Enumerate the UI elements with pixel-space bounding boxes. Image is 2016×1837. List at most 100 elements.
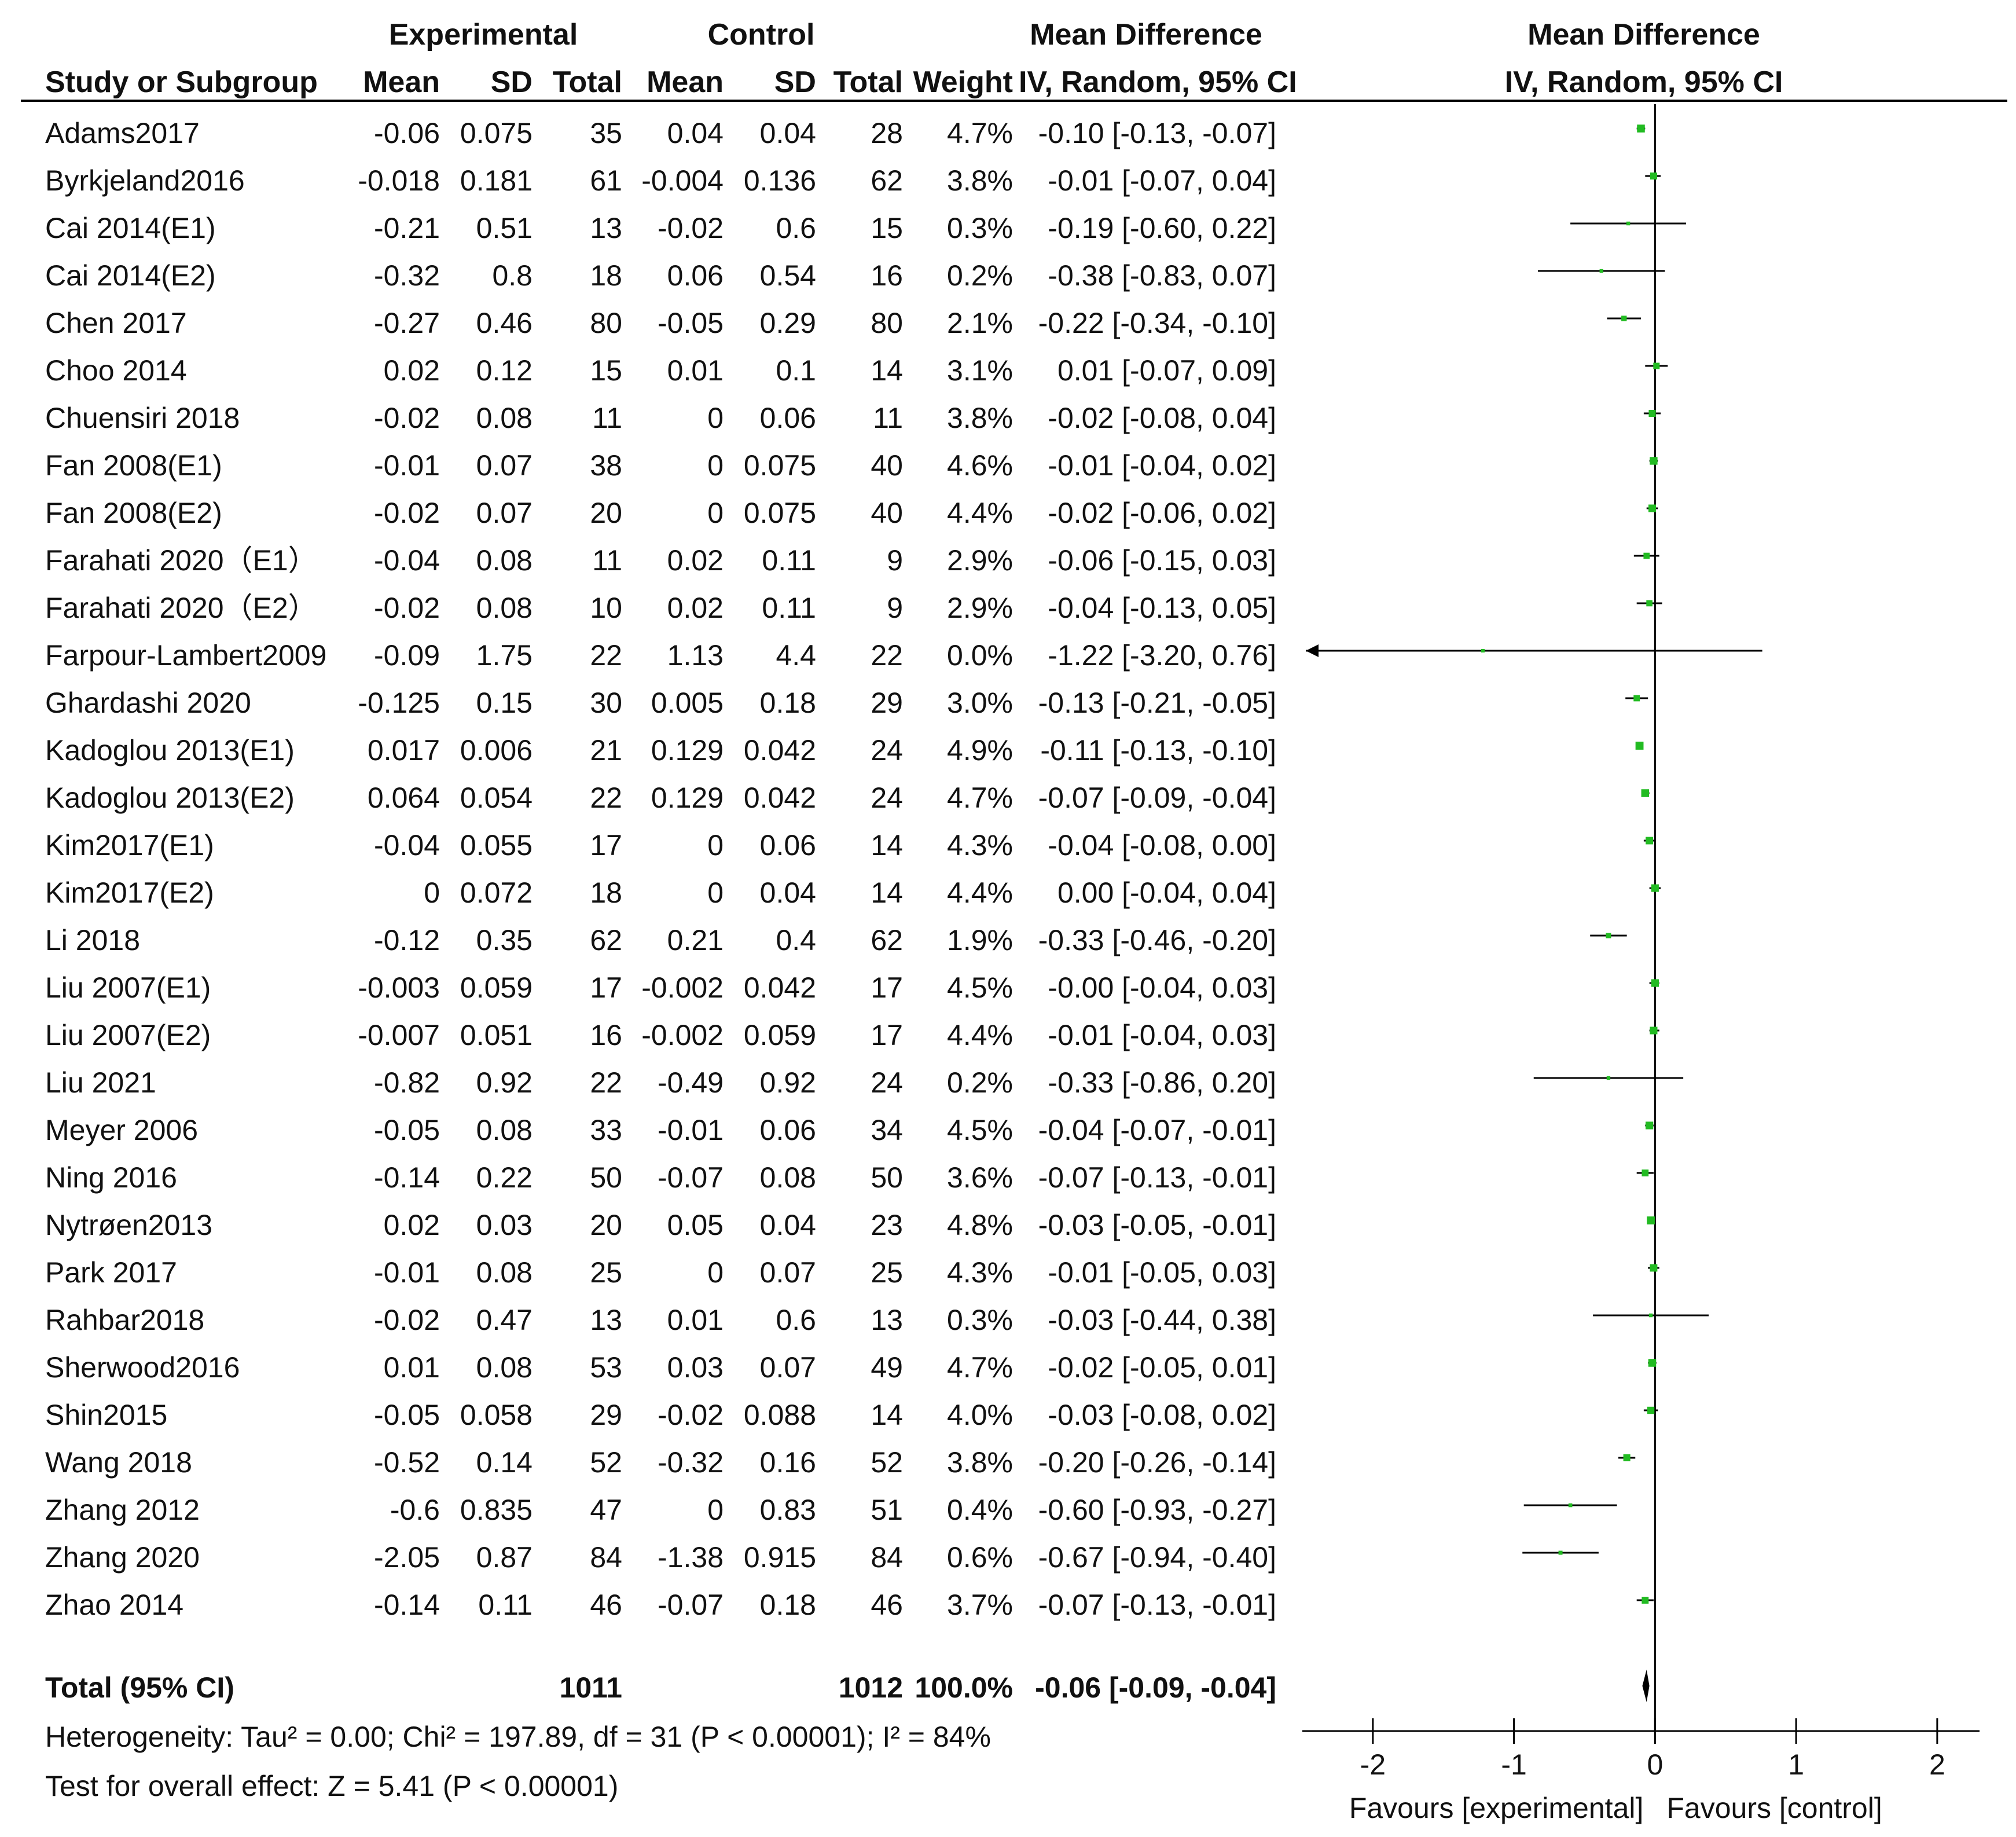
control-total: 49: [871, 1351, 903, 1384]
overall-effect-text: Test for overall effect: Z = 5.41 (P < 0…: [45, 1770, 619, 1802]
study-ci: -0.01 [-0.05, 0.03]: [1048, 1256, 1276, 1289]
control-mean: -0.002: [641, 1019, 724, 1051]
study-marker: [1606, 933, 1611, 938]
study-name: Ghardashi 2020: [45, 687, 251, 719]
study-marker: [1633, 695, 1640, 702]
control-total: 28: [871, 117, 903, 149]
study-ci: -0.20 [-0.26, -0.14]: [1038, 1446, 1276, 1479]
experimental-sd: 0.055: [460, 829, 533, 861]
control-mean: 0: [707, 497, 724, 529]
study-ci: 0.00 [-0.04, 0.04]: [1057, 877, 1276, 909]
experimental-mean: -0.05: [374, 1399, 440, 1431]
study-name: Choo 2014: [45, 354, 187, 387]
experimental-total: 38: [590, 449, 622, 482]
control-total: 24: [871, 734, 903, 767]
study-ci: -0.00 [-0.04, 0.03]: [1048, 971, 1276, 1004]
experimental-total: 13: [590, 1304, 622, 1336]
study-marker: [1647, 1216, 1655, 1224]
study-marker: [1643, 552, 1650, 559]
experimental-sd: 0.47: [476, 1304, 533, 1336]
control-mean: -0.02: [658, 1399, 724, 1431]
control-sd: 0.92: [759, 1066, 816, 1099]
control-total: 34: [871, 1114, 903, 1146]
study-name: Kadoglou 2013(E1): [45, 734, 295, 767]
study-marker: [1626, 221, 1631, 226]
plot-method-header: IV, Random, 95% CI: [1504, 65, 1783, 99]
study-name: Kim2017(E2): [45, 877, 214, 909]
study-ci: -0.22 [-0.34, -0.10]: [1038, 307, 1276, 339]
experimental-sd: 0.08: [476, 544, 533, 577]
experimental-total: 18: [590, 259, 622, 292]
control-total: 84: [871, 1541, 903, 1574]
experimental-sd: 0.08: [476, 1114, 533, 1146]
control-total: 46: [871, 1589, 903, 1621]
experimental-total: 80: [590, 307, 622, 339]
study-weight: 2.1%: [947, 307, 1013, 339]
experimental-mean: -0.018: [358, 164, 440, 197]
experimental-mean: -0.06: [374, 117, 440, 149]
study-column-header: Study or Subgroup: [45, 65, 318, 99]
study-weight: 4.3%: [947, 1256, 1013, 1289]
experimental-sd: 0.15: [476, 687, 533, 719]
control-sd: 0.29: [759, 307, 816, 339]
study-marker: [1648, 1359, 1657, 1367]
control-sd: 0.06: [759, 829, 816, 861]
control-mean: 0.01: [667, 354, 724, 387]
plot-title: Mean Difference: [1527, 18, 1760, 52]
experimental-sd: 0.07: [476, 449, 533, 482]
study-ci: -0.60 [-0.93, -0.27]: [1038, 1494, 1276, 1526]
study-name: Cai 2014(E1): [45, 212, 216, 244]
study-marker: [1646, 600, 1653, 607]
study-name: Zhao 2014: [45, 1589, 184, 1621]
study-weight: 4.3%: [947, 829, 1013, 861]
study-ci: -0.07 [-0.09, -0.04]: [1038, 782, 1276, 814]
control-sd: 0.18: [759, 1589, 816, 1621]
control-mean: -0.07: [658, 1589, 724, 1621]
study-name: Shin2015: [45, 1399, 168, 1431]
study-name: Farpour-Lambert2009: [45, 639, 327, 672]
study-name: Fan 2008(E2): [45, 497, 222, 529]
experimental-total: 25: [590, 1256, 622, 1289]
study-marker: [1646, 837, 1654, 845]
study-weight: 2.9%: [947, 592, 1013, 624]
control-mean: -0.49: [658, 1066, 724, 1099]
control-mean: -1.38: [658, 1541, 724, 1574]
control-mean: 0.005: [651, 687, 724, 719]
control-sd: 0.075: [743, 497, 816, 529]
experimental-total: 61: [590, 164, 622, 197]
x-tick-label: 0: [1647, 1748, 1663, 1781]
pooled-diamond: [1642, 1670, 1650, 1702]
control-mean: 0: [707, 1256, 724, 1289]
ci-arrow: [1306, 644, 1319, 657]
experimental-mean: -0.007: [358, 1019, 440, 1051]
study-weight: 0.4%: [947, 1494, 1013, 1526]
experimental-mean: -0.04: [374, 829, 440, 861]
study-marker: [1651, 979, 1659, 987]
control-total: 22: [871, 639, 903, 672]
control-mean: -0.07: [658, 1161, 724, 1194]
experimental-mean: -0.003: [358, 971, 440, 1004]
control-sd: 4.4: [776, 639, 816, 672]
experimental-total: 20: [590, 497, 622, 529]
study-name: Adams2017: [45, 117, 200, 149]
control-sd: 0.042: [743, 734, 816, 767]
study-marker: [1642, 1169, 1649, 1176]
study-marker: [1650, 1026, 1658, 1035]
control-sd: 0.042: [743, 971, 816, 1004]
experimental-sd: 0.03: [476, 1209, 533, 1241]
control-total: 62: [871, 924, 903, 956]
control-mean: -0.002: [641, 971, 724, 1004]
experimental-total: 16: [590, 1019, 622, 1051]
experimental-sd: 0.35: [476, 924, 533, 956]
experimental-total: 22: [590, 1066, 622, 1099]
study-ci: -0.04 [-0.07, -0.01]: [1038, 1114, 1276, 1146]
control-mean-header: Mean: [647, 65, 724, 99]
control-mean: -0.05: [658, 307, 724, 339]
experimental-total: 50: [590, 1161, 622, 1194]
study-marker: [1647, 1406, 1655, 1414]
experimental-mean: 0.02: [383, 354, 440, 387]
favours-control-label: Favours [control]: [1666, 1792, 1882, 1824]
experimental-mean: -0.05: [374, 1114, 440, 1146]
study-weight: 4.4%: [947, 497, 1013, 529]
